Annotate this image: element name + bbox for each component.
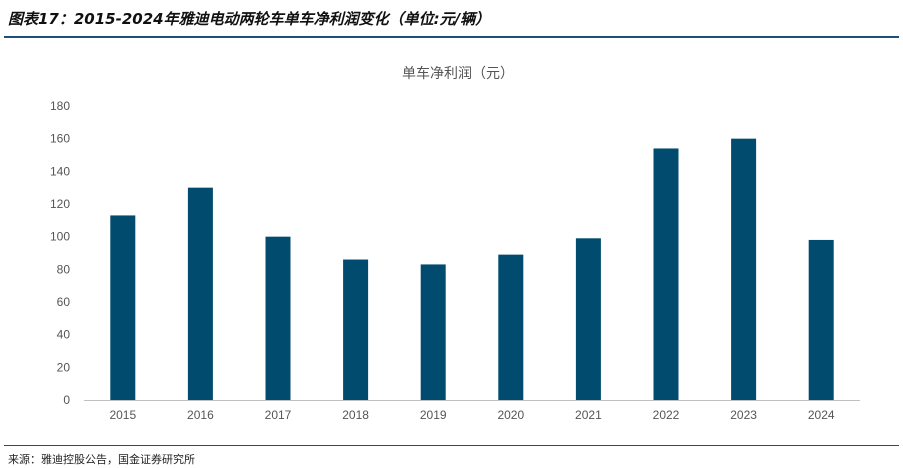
x-tick-label: 2018 (342, 408, 369, 422)
x-tick-label: 2016 (187, 408, 214, 422)
x-tick-label: 2024 (808, 408, 835, 422)
x-tick-label: 2023 (730, 408, 757, 422)
y-tick-label: 160 (50, 132, 70, 146)
y-tick-label: 120 (50, 197, 70, 211)
x-tick-label: 2021 (575, 408, 602, 422)
bar-2024 (808, 239, 834, 400)
source-note: 来源：雅迪控股公告，国金证券研究所 (8, 453, 195, 466)
bar-2016 (187, 187, 213, 400)
chart-title: 单车净利润（元） (402, 65, 514, 81)
bar-2018 (343, 259, 369, 400)
bars (110, 138, 834, 400)
y-tick-label: 100 (50, 230, 70, 244)
bar-2020 (498, 254, 524, 400)
source-rule (4, 445, 899, 446)
y-tick-label: 80 (57, 262, 71, 276)
bar-2017 (265, 236, 291, 400)
bar-2019 (420, 264, 446, 400)
figure-title: 图表17：2015-2024年雅迪电动两轮车单车净利润变化（单位:元/辆） (8, 10, 491, 28)
y-tick-label: 0 (63, 393, 70, 407)
x-tick-label: 2020 (497, 408, 524, 422)
bar-2022 (653, 148, 679, 400)
x-tick-label: 2017 (265, 408, 292, 422)
y-tick-label: 20 (57, 360, 71, 374)
y-tick-label: 60 (57, 295, 71, 309)
x-axis-ticks: 2015 2016 2017 2018 2019 2020 2021 2022 2023 2024 (109, 408, 834, 422)
x-tick-label: 2019 (420, 408, 447, 422)
bar-2015 (110, 215, 136, 400)
title-rule (4, 36, 899, 38)
x-tick-label: 2022 (653, 408, 680, 422)
y-tick-label: 140 (50, 164, 70, 178)
bar-2021 (575, 238, 601, 400)
x-tick-label: 2015 (109, 408, 136, 422)
y-tick-label: 180 (50, 99, 70, 113)
y-tick-label: 40 (57, 328, 71, 342)
bar-2023 (731, 138, 757, 400)
y-axis-ticks: 0 20 40 60 80 100 120 140 160 180 (50, 99, 70, 407)
